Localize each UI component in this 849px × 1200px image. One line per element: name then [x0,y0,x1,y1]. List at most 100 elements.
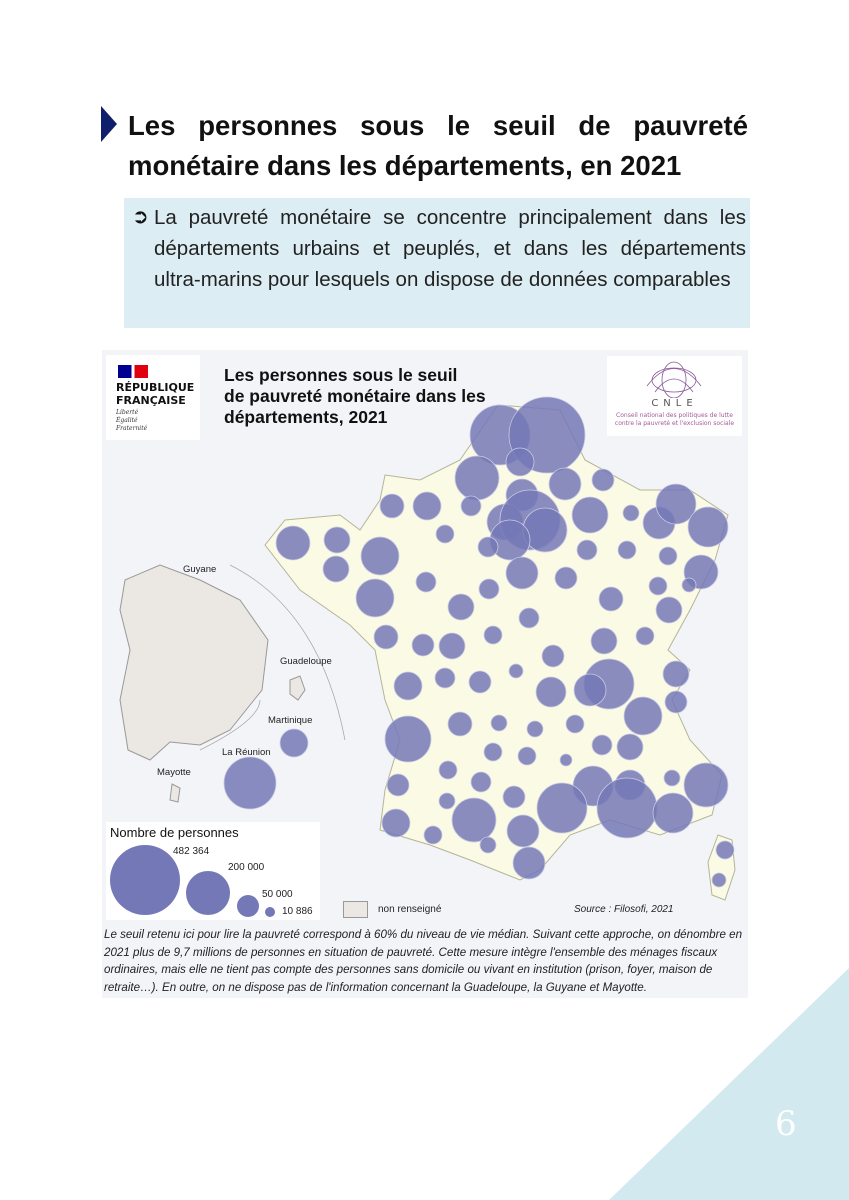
bubbles-layer [223,396,735,888]
department-bubble [591,468,615,492]
map-title-3: départements, 2021 [224,407,388,427]
corner-decoration [609,968,849,1200]
department-bubble [541,644,565,668]
department-bubble [483,742,503,762]
department-bubble [526,720,544,738]
label-reunion: La Réunion [222,747,271,758]
inset-separator [199,564,346,751]
department-bubble [423,825,443,845]
department-bubble [711,872,727,888]
department-bubble [477,536,499,558]
label-guadeloupe: Guadeloupe [280,656,332,667]
department-bubble [479,836,497,854]
department-bubble [435,524,455,544]
department-bubble [655,483,697,525]
map-title: Les personnes sous le seuil de pauvreté … [224,365,486,428]
department-bubble [386,773,410,797]
department-bubble [683,762,729,808]
department-bubble [652,792,694,834]
department-bubble [512,846,546,880]
department-bubble [517,746,537,766]
department-bubble [411,633,435,657]
legend-value-3: 50 000 [262,889,293,900]
legend-bubble [237,895,259,917]
department-bubble [658,546,678,566]
department-bubble [616,733,644,761]
marianne-flag-icon [118,365,148,378]
department-bubble [536,782,588,834]
cnle-star-icon [646,361,702,398]
republique-francaise-logo: RÉPUBLIQUE FRANÇAISE Liberté Égalité Frater… [106,355,200,440]
department-bubble [663,769,681,787]
arrow-circle-right-icon: ➲ [132,204,149,228]
department-bubble [381,808,411,838]
motto-2: Égalité [116,417,138,424]
department-bubble [438,760,458,780]
guyane-outline [119,564,269,761]
department-bubble [373,624,399,650]
department-bubble [322,555,350,583]
department-bubble [355,578,395,618]
legend-bubble [110,845,180,915]
legend-value-4: 10 886 [282,906,313,917]
page-title: Les personnes sous le seuil de pauvreté … [128,106,748,186]
map-source: Source : Filosofi, 2021 [574,904,674,915]
department-bubble [687,506,729,548]
department-bubble [384,715,432,763]
department-bubble [434,667,456,689]
department-bubble [223,756,277,810]
department-bubble [470,771,492,793]
department-bubble [622,504,640,522]
department-bubble [681,577,697,593]
department-bubble [451,797,497,843]
map-title-1: Les personnes sous le seuil [224,365,458,385]
department-bubble [662,660,690,688]
department-bubble [664,690,688,714]
department-bubble [508,663,524,679]
heading-arrow-icon [101,106,117,142]
department-bubble [415,571,437,593]
label-martinique: Martinique [268,715,313,726]
department-bubble [275,525,311,561]
department-bubble [360,536,400,576]
legend-value-1: 482 364 [173,846,210,857]
department-bubble [535,676,567,708]
department-bubble [447,711,473,737]
motto-1: Liberté [116,409,139,416]
title-line-2: monétaire dans les départements, en 2021 [128,150,682,181]
department-bubble [576,539,598,561]
department-bubble [478,578,500,600]
page-number: 6 [775,1104,797,1144]
cnle-name: CNLE [651,398,698,409]
legend-value-2: 200 000 [228,862,265,873]
department-bubble [655,596,683,624]
department-bubble [505,556,539,590]
cnle-logo: CNLE Conseil national des politiques de … [607,356,742,436]
department-bubble [483,625,503,645]
department-bubble [591,734,613,756]
not-available-label: non renseigné [378,904,442,915]
cnle-subtitle: Conseil national des politiques de lutte… [614,412,735,427]
department-bubble [379,493,405,519]
department-bubble [598,586,624,612]
guadeloupe-outline [289,675,306,701]
mayotte-outline [169,783,181,803]
label-guyane: Guyane [183,564,217,575]
department-bubble [502,785,526,809]
department-bubble [623,696,663,736]
logo-line-2: FRANÇAISE [116,394,186,407]
legend-title: Nombre de personnes [110,825,239,840]
department-bubble [518,607,540,629]
department-bubble [559,753,573,767]
department-bubble [571,496,609,534]
not-available-swatch [343,901,368,918]
department-bubble [279,728,309,758]
department-bubble [548,467,582,501]
title-line-1: Les personnes sous le seuil de pauvreté [128,110,748,141]
legend-bubble [186,871,230,915]
label-mayotte: Mayotte [157,767,191,778]
department-bubble [438,792,456,810]
